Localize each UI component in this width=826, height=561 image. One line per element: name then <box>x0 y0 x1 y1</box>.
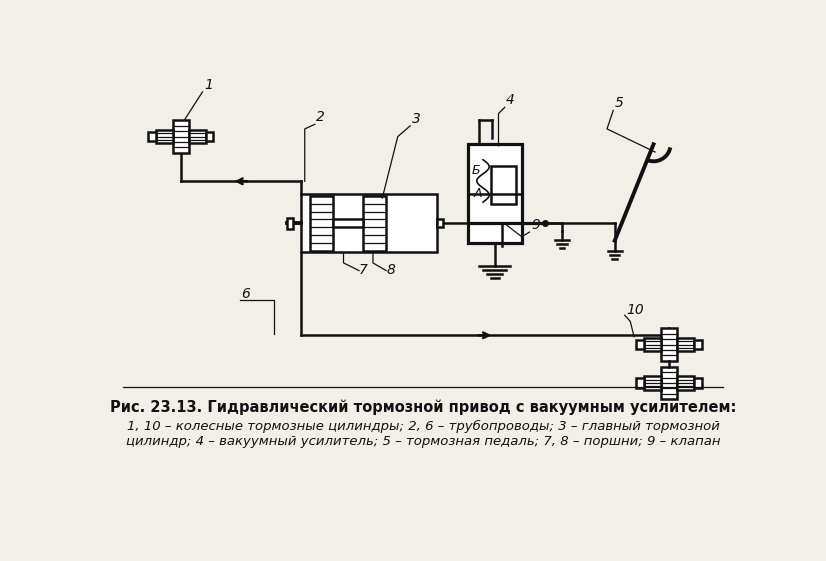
Text: 3: 3 <box>411 112 420 126</box>
Bar <box>694 340 701 349</box>
Bar <box>334 219 363 227</box>
Text: Б: Б <box>472 164 481 177</box>
Text: А: А <box>473 187 482 200</box>
Bar <box>694 379 701 388</box>
Bar <box>301 194 436 252</box>
Text: 1: 1 <box>204 78 213 92</box>
Bar <box>311 196 334 251</box>
Text: 9: 9 <box>531 218 540 232</box>
Bar <box>363 196 386 251</box>
Text: 1, 10 – колесные тормозные цилиндры; 2, 6 – трубопроводы; 3 – главный тормозной: 1, 10 – колесные тормозные цилиндры; 2, … <box>127 420 719 433</box>
Text: Рис. 23.13. Гидравлический тормозной привод с вакуумным усилителем:: Рис. 23.13. Гидравлический тормозной при… <box>110 400 737 416</box>
Text: 4: 4 <box>506 93 515 107</box>
Bar <box>662 328 676 361</box>
Text: 7: 7 <box>359 263 368 277</box>
Text: цилиндр; 4 – вакуумный усилитель; 5 – тормозная педаль; 7, 8 – поршни; 9 – клапа: цилиндр; 4 – вакуумный усилитель; 5 – то… <box>126 435 720 448</box>
Bar <box>662 367 676 399</box>
Text: 10: 10 <box>626 303 644 317</box>
Bar <box>637 379 644 388</box>
Bar <box>491 166 516 204</box>
Bar <box>148 132 156 141</box>
Bar <box>676 376 694 389</box>
Bar <box>637 340 644 349</box>
Bar <box>468 144 522 243</box>
Bar <box>436 219 443 227</box>
Text: 8: 8 <box>386 263 395 277</box>
Text: 5: 5 <box>615 96 624 111</box>
Text: 2: 2 <box>316 110 325 124</box>
Bar <box>188 130 206 143</box>
Bar <box>173 121 188 153</box>
Bar <box>206 132 213 141</box>
Bar <box>287 218 293 229</box>
Bar <box>676 338 694 351</box>
Bar <box>644 338 662 351</box>
Text: 6: 6 <box>241 287 250 301</box>
Bar <box>156 130 173 143</box>
Bar <box>644 376 662 389</box>
